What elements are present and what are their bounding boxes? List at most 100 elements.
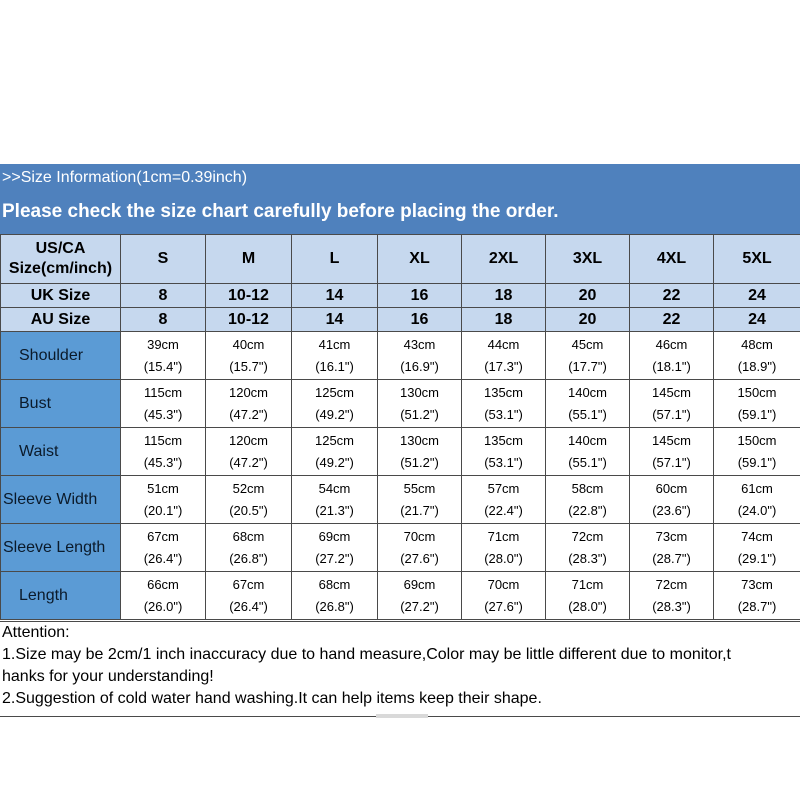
measurement-cell: 71cm (28.0") [545,571,630,620]
measurement-cm: 130cm [399,432,440,448]
measurement-cm: 73cm [741,576,773,592]
measurement-cm: 69cm [318,528,351,544]
measurement-label: Shoulder [0,331,121,380]
measurement-inch: (17.7") [568,358,607,374]
measurement-cell: 69cm (27.2") [377,571,462,620]
measurement-cm: 61cm [741,480,773,496]
measurement-cm: 68cm [232,528,265,544]
measurement-inch: (21.7") [400,502,439,518]
measurement-cm: 58cm [571,480,604,496]
measurement-cm: 140cm [567,384,608,400]
measurement-cm: 60cm [655,480,688,496]
us-size-label: US/CA Size(cm/inch) [0,234,121,284]
au-size-cell: 22 [629,307,714,332]
measurement-cm: 45cm [571,336,604,352]
measurement-inch: (16.9") [400,358,439,374]
measurement-cell: 135cm (53.1") [461,379,546,428]
measurement-inch: (18.1") [652,358,691,374]
measurement-cm: 39cm [147,336,179,352]
measurement-cm: 120cm [228,384,269,400]
measurement-inch: (28.7") [652,550,691,566]
measurement-cell: 70cm (27.6") [461,571,546,620]
measurement-inch: (59.1") [737,454,777,470]
measurement-cm: 55cm [403,480,436,496]
measurement-cm: 150cm [737,432,777,448]
measurement-label: Bust [0,379,121,428]
measurement-inch: (26.0") [143,598,183,614]
measurement-inch: (28.0") [568,598,607,614]
size-cell: L [291,234,378,284]
measurement-inch: (51.2") [400,454,439,470]
attention-notes: Attention: 1.Size may be 2cm/1 inch inac… [0,621,800,717]
measurement-cm: 57cm [487,480,520,496]
measurement-inch: (23.6") [652,502,691,518]
au-size-cell: 20 [545,307,630,332]
measurement-inch: (28.7") [737,598,777,614]
measurement-inch: (47.2") [229,454,268,470]
measurement-cell: 125cm (49.2") [291,427,378,476]
measurement-cell: 46cm (18.1") [629,331,714,380]
measurement-cell: 140cm (55.1") [545,427,630,476]
measurement-cm: 70cm [487,576,520,592]
measurement-cell: 70cm (27.6") [377,523,462,572]
measurement-label: Sleeve Width [0,475,121,524]
measurement-cm: 67cm [147,528,179,544]
measurement-row: Bust 115cm (45.3") 120cm (47.2") 125cm (49.2")… [0,379,800,428]
size-cell: 4XL [629,234,714,284]
measurement-cell: 66cm (26.0") [120,571,206,620]
measurement-label: Length [0,571,121,620]
measurement-inch: (18.9") [737,358,777,374]
measurement-cell: 60cm (23.6") [629,475,714,524]
attention-title: Attention: [2,624,70,641]
measurement-cm: 115cm [143,432,183,448]
measurement-cm: 140cm [567,432,608,448]
measurement-inch: (21.3") [315,502,354,518]
au-size-cell: 8 [120,307,206,332]
measurement-cell: 67cm (26.4") [120,523,206,572]
size-notice-banner: Please check the size chart carefully be… [0,192,800,234]
measurement-cell: 61cm (24.0") [713,475,800,524]
uk-size-cell: 18 [461,283,546,308]
uk-size-label: UK Size [0,283,121,308]
measurement-inch: (27.6") [400,550,439,566]
measurement-cell: 71cm (28.0") [461,523,546,572]
measurement-cell: 45cm (17.7") [545,331,630,380]
size-cell: XL [377,234,462,284]
size-cell: 5XL [713,234,800,284]
measurement-inch: (27.6") [484,598,523,614]
measurement-cm: 43cm [403,336,436,352]
faint-mark [376,714,428,718]
measurement-cm: 48cm [741,336,773,352]
measurement-label: Waist [0,427,121,476]
measurement-inch: (45.3") [143,406,183,422]
measurement-cm: 67cm [232,576,265,592]
measurement-cell: 69cm (27.2") [291,523,378,572]
measurement-inch: (47.2") [229,406,268,422]
measurement-cell: 44cm (17.3") [461,331,546,380]
measurement-row: Length 66cm (26.0") 67cm (26.4") 68cm (26.8") 6… [0,571,800,620]
measurement-cm: 54cm [318,480,351,496]
measurement-inch: (28.0") [484,550,523,566]
measurement-inch: (26.8") [229,550,268,566]
measurement-inch: (59.1") [737,406,777,422]
measurement-cm: 72cm [655,576,688,592]
uk-size-row: UK Size 8 10-12 14 16 18 20 22 24 [0,283,800,308]
measurement-cell: 130cm (51.2") [377,379,462,428]
measurement-cell: 125cm (49.2") [291,379,378,428]
measurement-cell: 130cm (51.2") [377,427,462,476]
uk-size-cell: 20 [545,283,630,308]
measurement-cell: 73cm (28.7") [629,523,714,572]
measurement-cm: 41cm [318,336,351,352]
measurement-cm: 145cm [651,384,692,400]
au-size-cell: 18 [461,307,546,332]
size-cell: 2XL [461,234,546,284]
measurement-cm: 69cm [403,576,436,592]
measurement-cm: 52cm [232,480,265,496]
measurement-cell: 115cm (45.3") [120,427,206,476]
size-cell: S [120,234,206,284]
measurement-inch: (15.4") [143,358,183,374]
measurement-cm: 73cm [655,528,688,544]
measurement-inch: (24.0") [737,502,777,518]
au-size-row: AU Size 8 10-12 14 16 18 20 22 24 [0,307,800,332]
measurement-inch: (15.7") [229,358,268,374]
